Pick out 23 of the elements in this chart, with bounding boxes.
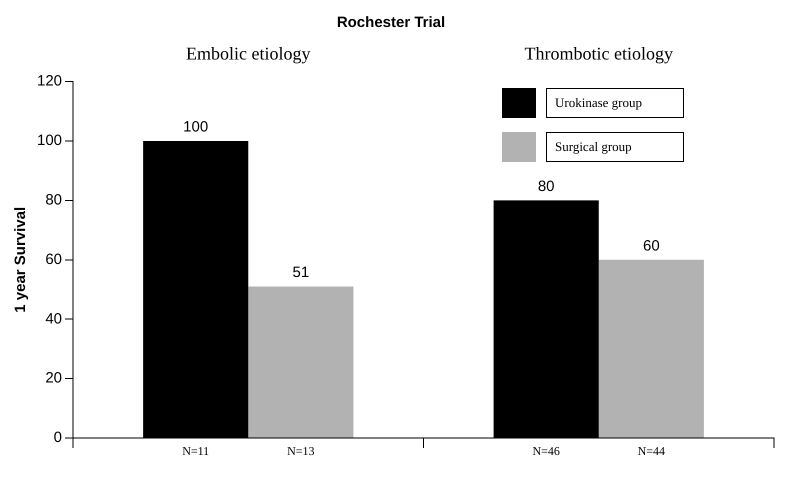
bar: [598, 260, 704, 438]
text: N=46: [532, 444, 560, 458]
text: N=13: [287, 444, 315, 458]
legend-label: Surgical group: [546, 132, 684, 162]
x-tick-label: Thrombotic etiology: [524, 44, 673, 64]
y-tick-label: 20: [45, 370, 62, 387]
y-tick-label: 40: [45, 310, 62, 328]
bar: [248, 286, 354, 438]
text: N=44: [638, 444, 666, 458]
text: N=11: [182, 444, 210, 458]
y-tick-label: 60: [45, 250, 62, 268]
data-label: 51: [292, 264, 310, 282]
y-tick-label: 100: [36, 132, 62, 150]
legend-label: Urokinase group: [546, 88, 684, 118]
y-tick-label: 0: [54, 429, 62, 446]
data-label: 60: [642, 237, 660, 254]
x-tick-label: Embolic etiology: [186, 44, 311, 64]
y-axis-title: 1 year Survival: [12, 206, 30, 313]
data-label: 100: [183, 118, 208, 136]
y-tick-label: 120: [36, 72, 62, 90]
chart-title: Rochester Trial: [336, 14, 446, 32]
data-label: 80: [538, 178, 555, 196]
y-tick-label: 80: [45, 192, 62, 209]
